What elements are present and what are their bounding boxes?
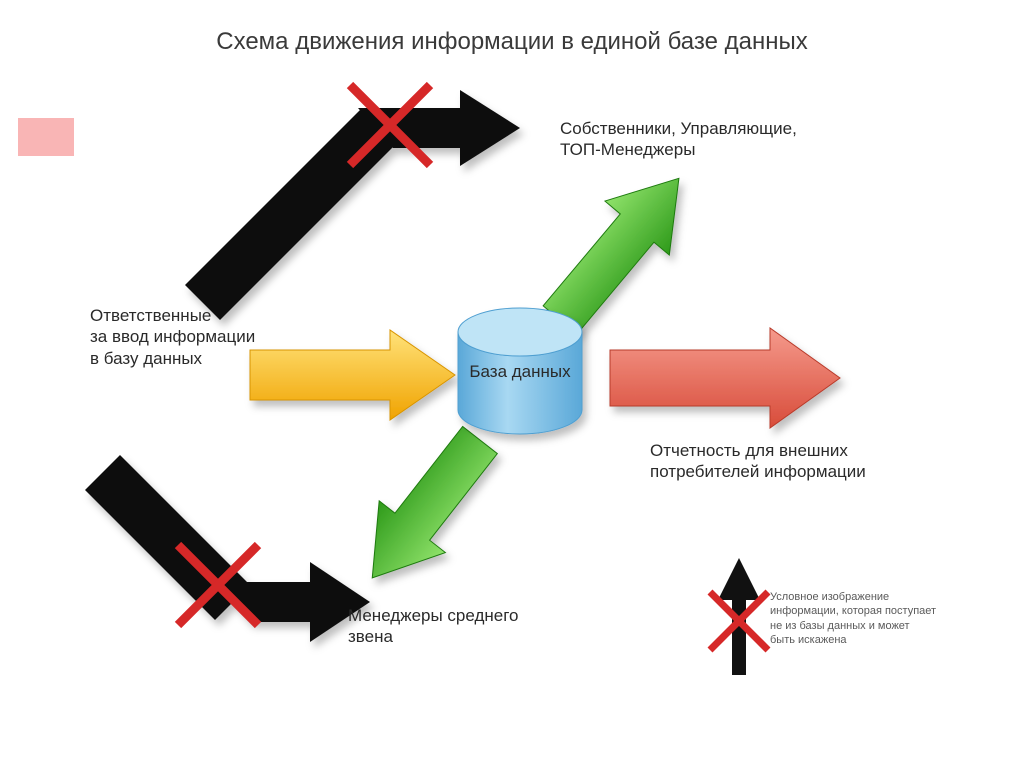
diagram-canvas: Схема движения информации в единой базе … [0,0,1024,768]
green-arrow-sw [339,414,513,604]
red-arrow-east [610,328,840,428]
label-owners: Собственники, Управляющие, ТОП-Менеджеры [560,118,797,161]
label-report: Отчетность для внешних потребителей инфо… [650,440,866,483]
yellow-arrow-in [250,330,455,420]
label-middle: Менеджеры среднего звена [348,605,519,648]
label-legend: Условное изображение информации, которая… [770,590,936,647]
black-arrow-bottom [85,455,370,642]
black-arrow-top [185,90,520,320]
label-input: Ответственные за ввод информации в базу … [90,305,255,369]
database-label: База данных [460,362,580,382]
diagram-svg [0,0,1024,768]
